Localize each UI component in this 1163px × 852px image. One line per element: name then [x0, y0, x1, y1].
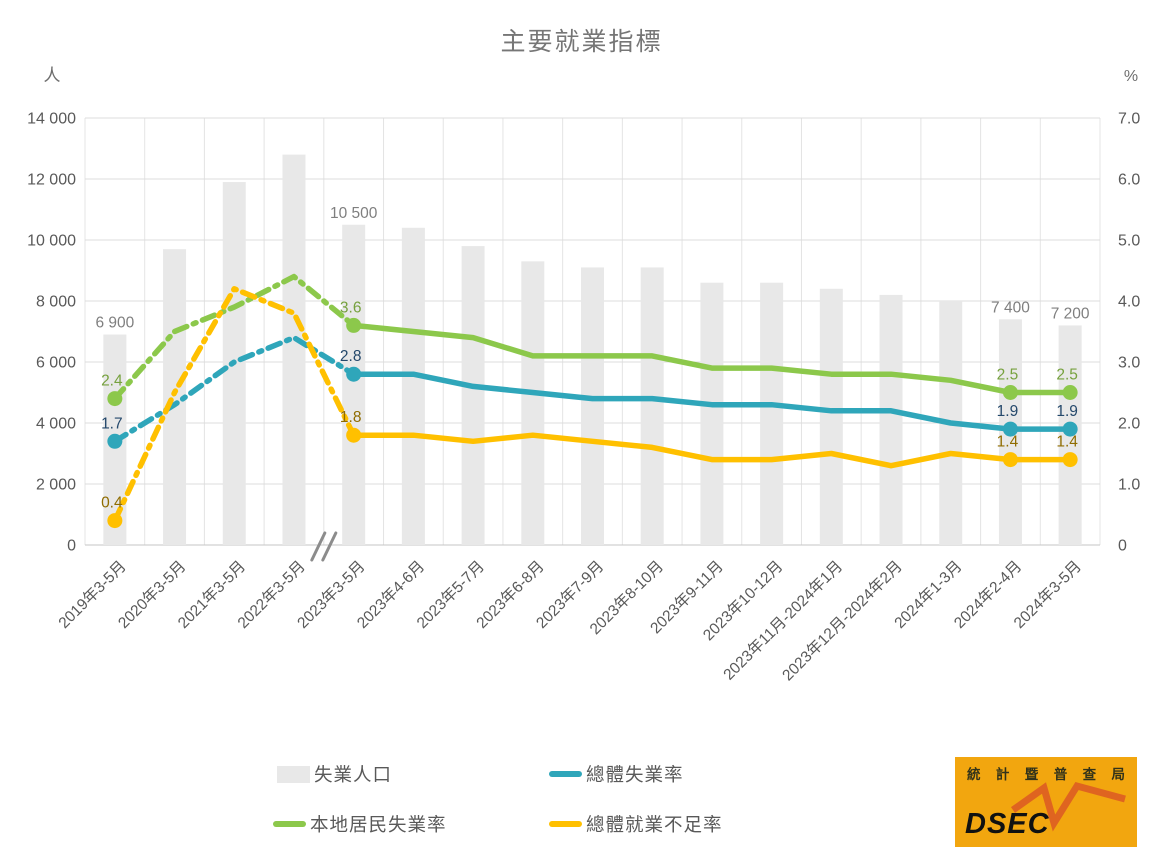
x-axis-label: 2023年11月-2024年1月	[720, 557, 846, 683]
left-axis-tick: 8 000	[36, 294, 76, 311]
line-dashed-本地居民失業率	[112, 273, 357, 402]
right-axis-tick: 2.0	[1118, 416, 1140, 433]
line-value-label: 1.9	[997, 403, 1019, 420]
bar-2023年4-6月	[401, 227, 425, 546]
bar-2023年8-10月	[640, 267, 664, 545]
right-axis-tick: 4.0	[1118, 294, 1140, 311]
bar-2020年3-5月	[163, 249, 187, 545]
chart-title: 主要就業指標	[500, 28, 663, 56]
marker-總體就業不足率	[346, 427, 362, 443]
line-value-label: 1.7	[101, 415, 123, 432]
axis-break-icon	[321, 531, 338, 562]
legend-label: 失業人口	[314, 764, 393, 785]
line-value-label: 1.4	[1056, 434, 1078, 451]
bar-2023年6-8月	[521, 261, 545, 545]
marker-本地居民失業率	[346, 317, 362, 333]
bar-2023年9-11月	[700, 282, 724, 545]
marker-總體就業不足率	[1002, 452, 1018, 468]
marker-總體失業率	[1062, 421, 1078, 437]
right-axis-tick: 7.0	[1118, 111, 1140, 128]
right-axis-tick: 5.0	[1118, 233, 1140, 250]
line-value-label: 1.4	[997, 434, 1019, 451]
bar-2022年3-5月	[282, 154, 306, 545]
line-swatch-icon	[549, 821, 582, 827]
line-value-label: 2.5	[997, 367, 1019, 384]
dsec-logo: 統計暨普查局 DSEC	[955, 757, 1137, 847]
marker-總體就業不足率	[1062, 452, 1078, 468]
marker-總體就業不足率	[107, 513, 123, 529]
marker-本地居民失業率	[1002, 385, 1018, 400]
dsec-chinese-name: 統計暨普查局	[967, 767, 1125, 782]
right-axis-unit: %	[1124, 68, 1138, 85]
marker-本地居民失業率	[107, 391, 123, 407]
legend-item-unemployed-population: 失業人口	[277, 763, 392, 785]
line-value-label: 2.5	[1056, 367, 1078, 384]
right-axis-tick: 6.0	[1118, 172, 1140, 189]
line-swatch-icon	[273, 821, 306, 827]
right-axis-tick: 1.0	[1118, 477, 1140, 494]
axis-break-icon	[310, 531, 327, 562]
bar-2023年7-9月	[581, 267, 604, 545]
line-總體失業率	[350, 371, 1073, 432]
bar-value-label: 10 500	[330, 205, 378, 222]
bar-2023年10-12月	[760, 282, 784, 545]
left-axis-tick: 4 000	[36, 416, 76, 433]
line-value-label: 2.4	[101, 373, 123, 390]
marker-總體失業率	[1002, 421, 1018, 437]
line-value-label: 1.8	[340, 409, 362, 426]
left-axis-tick: 0	[67, 538, 76, 555]
line-value-label: 1.9	[1056, 403, 1078, 420]
left-axis-tick: 12 000	[27, 172, 76, 189]
left-axis-unit: 人	[44, 66, 61, 85]
legend-item-underemployment-rate: 總體就業不足率	[549, 813, 723, 835]
marker-本地居民失業率	[1062, 385, 1078, 400]
line-value-label: 2.8	[340, 348, 362, 365]
line-value-label: 3.6	[340, 299, 362, 316]
bar-2023年3-5月	[342, 224, 366, 545]
bar-2023年5-7月	[461, 246, 485, 545]
line-總體就業不足率	[350, 432, 1073, 469]
marker-總體失業率	[346, 366, 362, 382]
line-本地居民失業率	[350, 322, 1073, 396]
legend-label: 總體就業不足率	[586, 814, 723, 835]
bar-2023年12月-2024年2月	[879, 294, 903, 545]
dsec-acronym: DSEC	[965, 808, 1050, 840]
right-axis-tick: 0	[1118, 538, 1127, 555]
legend-item-overall-unemployment-rate: 總體失業率	[549, 763, 684, 785]
left-axis-tick: 2 000	[36, 477, 76, 494]
bar-value-label: 6 900	[95, 315, 134, 332]
x-axis-label: 2023年12月-2024年2月	[779, 557, 906, 684]
left-axis-tick: 14 000	[27, 111, 76, 128]
line-value-label: 0.4	[101, 495, 123, 512]
left-axis-tick: 6 000	[36, 355, 76, 372]
line-swatch-icon	[549, 771, 582, 777]
dsec-zigzag-icon	[955, 757, 1137, 847]
marker-總體失業率	[107, 433, 123, 449]
legend-label: 本地居民失業率	[310, 814, 447, 835]
legend-item-local-unemployment-rate: 本地居民失業率	[273, 813, 447, 835]
bar-value-label: 7 200	[1051, 305, 1090, 322]
bar-swatch-icon	[277, 765, 310, 783]
right-axis-tick: 3.0	[1118, 355, 1140, 372]
line-dashed-總體就業不足率	[112, 286, 357, 524]
bar-2023年11月-2024年1月	[819, 288, 843, 545]
legend-label: 總體失業率	[586, 764, 684, 785]
bar-value-label: 7 400	[991, 299, 1030, 316]
left-axis-tick: 10 000	[27, 233, 76, 250]
